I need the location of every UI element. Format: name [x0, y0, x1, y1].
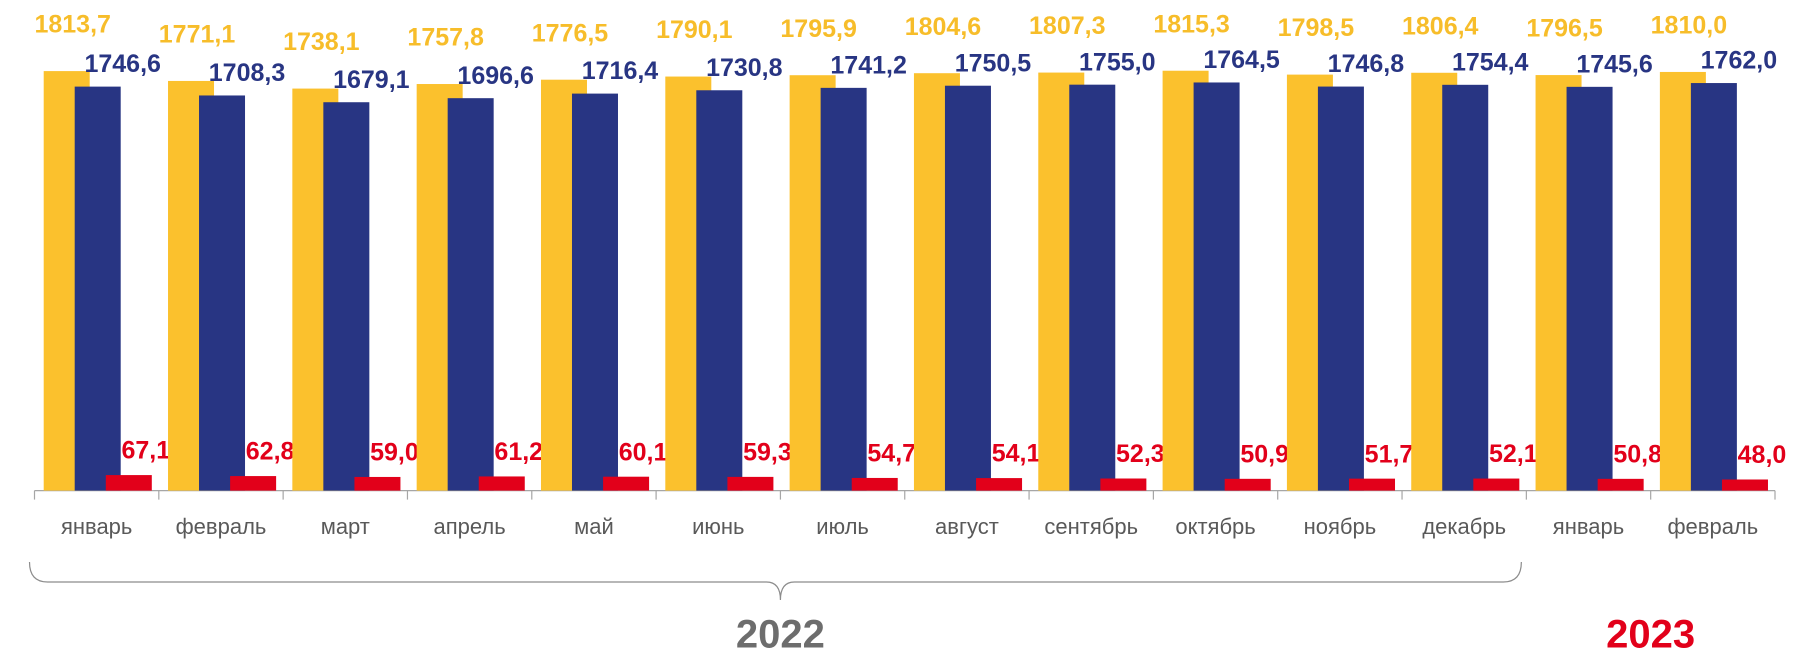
bar: [1721, 479, 1768, 491]
value-label: 1771,1: [159, 21, 236, 49]
value-label: 1815,3: [1153, 10, 1229, 38]
bar: [1193, 82, 1240, 491]
x-tick-label: февраль: [176, 514, 267, 539]
value-label: 59,3: [743, 438, 792, 466]
value-label: 61,2: [494, 438, 543, 466]
x-tick-label: март: [321, 514, 370, 539]
bar: [1349, 478, 1396, 491]
bar: [727, 476, 774, 491]
bar: [1224, 478, 1271, 491]
value-label: 1795,9: [780, 15, 856, 43]
bar: [74, 86, 121, 491]
bar: [944, 85, 991, 491]
value-label: 50,8: [1613, 440, 1662, 468]
value-label: 1716,4: [582, 57, 659, 85]
value-label: 1696,6: [457, 62, 533, 90]
x-tick-label: февраль: [1667, 514, 1758, 539]
bar: [323, 102, 370, 491]
value-label: 59,0: [370, 439, 419, 467]
value-label: 67,1: [121, 437, 170, 465]
value-label: 1730,8: [706, 54, 783, 82]
value-label: 1764,5: [1203, 46, 1280, 74]
value-label: 1757,8: [407, 24, 484, 52]
value-label: 52,1: [1489, 440, 1538, 468]
x-tick-label: май: [574, 514, 614, 539]
x-tick-label: июль: [816, 514, 869, 539]
value-label: 48,0: [1738, 441, 1787, 469]
bar: [1442, 84, 1489, 491]
bar: [105, 475, 152, 491]
value-label: 1810,0: [1651, 12, 1727, 40]
bar: [1473, 478, 1520, 491]
bar: [199, 95, 246, 491]
value-label: 1738,1: [283, 28, 360, 56]
value-label: 1708,3: [209, 59, 285, 87]
x-tick-label: январь: [1553, 514, 1624, 539]
bar: [230, 476, 277, 491]
bar: [820, 87, 867, 491]
value-label: 51,7: [1365, 440, 1414, 468]
bar: [478, 476, 525, 491]
value-label: 1746,8: [1328, 50, 1405, 78]
value-label: 1755,0: [1079, 48, 1155, 76]
x-tick-label: октябрь: [1175, 514, 1255, 539]
value-label: 1813,7: [34, 11, 110, 39]
x-tick-label: январь: [61, 514, 132, 539]
bar: [447, 98, 494, 491]
bar: [1597, 478, 1644, 491]
bar: [571, 93, 618, 491]
value-label: 1762,0: [1701, 47, 1777, 75]
value-label: 60,1: [619, 438, 668, 466]
x-tick-label: июнь: [692, 514, 744, 539]
value-label: 54,7: [867, 440, 916, 468]
value-label: 1750,5: [955, 49, 1032, 77]
value-label: 52,3: [1116, 440, 1165, 468]
x-tick-label: ноябрь: [1304, 514, 1377, 539]
value-label: 1679,1: [333, 66, 410, 94]
bar: [696, 90, 743, 491]
x-tick-label: апрель: [434, 514, 506, 539]
group-brace: [28, 561, 1522, 601]
value-label: 54,1: [992, 440, 1041, 468]
value-label: 1807,3: [1029, 12, 1105, 40]
value-label: 1754,4: [1452, 48, 1529, 76]
value-label: 1790,1: [656, 16, 733, 44]
value-label: 50,9: [1240, 440, 1289, 468]
value-label: 1798,5: [1278, 14, 1355, 42]
x-tick-label: декабрь: [1422, 514, 1506, 539]
x-tick-label: август: [935, 514, 999, 539]
value-label: 1804,6: [905, 13, 981, 41]
x-tick-label: сентябрь: [1044, 514, 1138, 539]
bar: [603, 476, 650, 491]
bar: [1100, 478, 1147, 491]
bar: [1069, 84, 1116, 491]
bar: [976, 478, 1023, 491]
value-label: 1745,6: [1576, 50, 1652, 78]
value-label: 1776,5: [532, 19, 609, 47]
value-label: 1806,4: [1402, 12, 1479, 40]
bar: [1566, 86, 1613, 491]
group-label: 2023: [1606, 613, 1695, 657]
bar: [1690, 83, 1737, 491]
bar: [354, 476, 401, 491]
value-label: 1796,5: [1526, 15, 1603, 43]
value-label: 1741,2: [830, 51, 906, 79]
value-label: 62,8: [246, 438, 295, 466]
bar: [1317, 86, 1364, 491]
group-label: 2022: [736, 613, 825, 657]
bar: [851, 477, 898, 491]
value-label: 1746,6: [84, 50, 160, 78]
